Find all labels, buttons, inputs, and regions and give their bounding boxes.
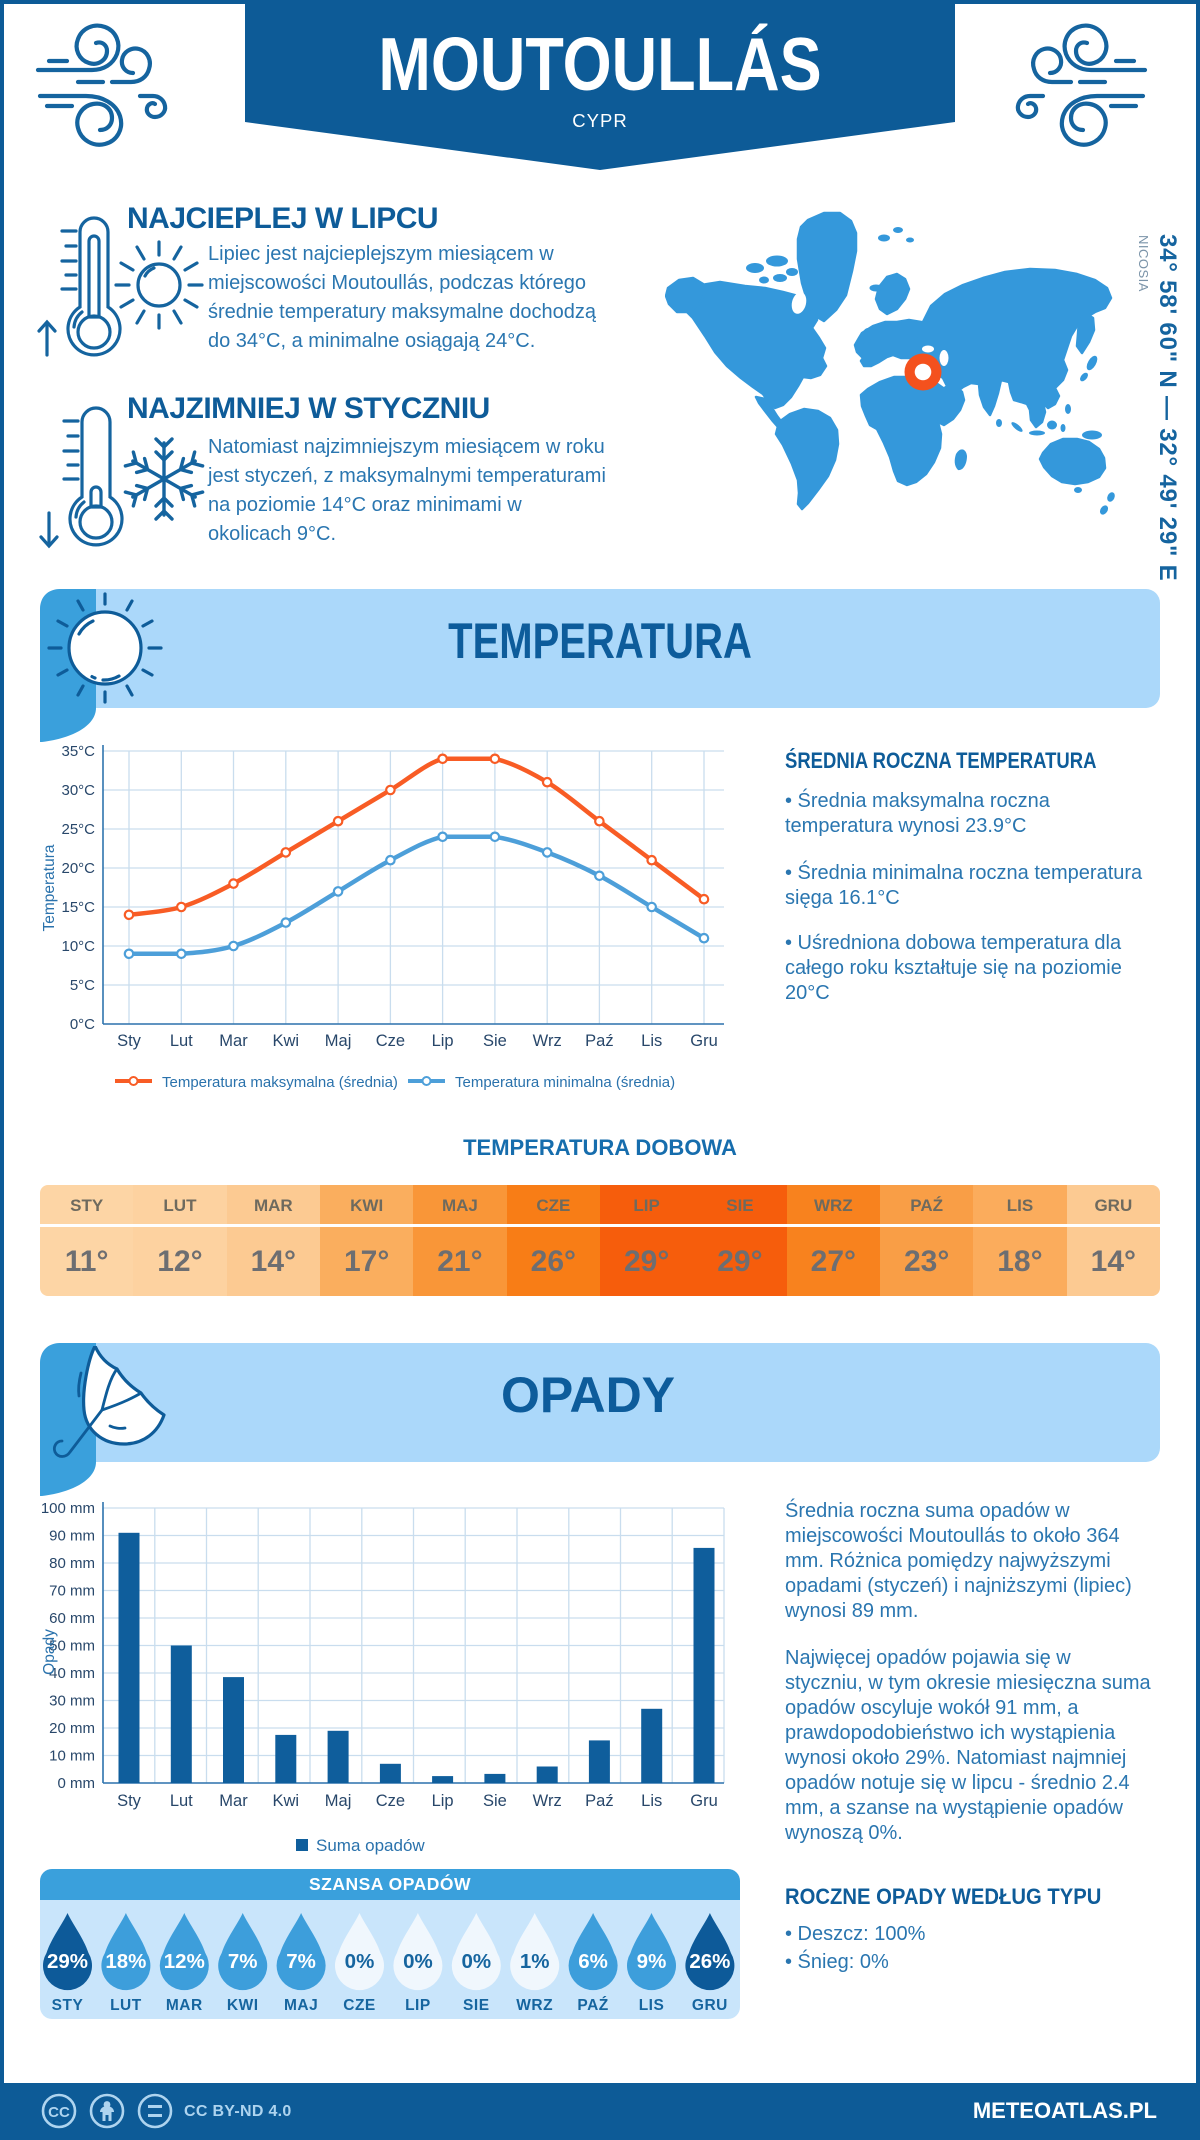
svg-text:Maj: Maj <box>325 1792 352 1810</box>
svg-text:SIE: SIE <box>463 1997 489 2014</box>
svg-text:MAR: MAR <box>166 1997 203 2014</box>
svg-text:Kwi: Kwi <box>273 1792 300 1810</box>
svg-text:Gru: Gru <box>690 1792 718 1810</box>
svg-text:80 mm: 80 mm <box>49 1555 95 1572</box>
svg-text:Wrz: Wrz <box>533 1792 562 1810</box>
svg-text:Opady: Opady <box>41 1629 58 1675</box>
svg-text:Sty: Sty <box>117 1792 142 1810</box>
svg-text:Sty: Sty <box>117 1032 142 1050</box>
svg-text:20°C: 20°C <box>61 860 95 877</box>
svg-text:Gru: Gru <box>690 1032 718 1050</box>
svg-text:7%: 7% <box>286 1950 316 1973</box>
svg-text:Temperatura: Temperatura <box>41 844 58 931</box>
svg-text:Lut: Lut <box>170 1792 193 1810</box>
svg-text:29%: 29% <box>47 1950 88 1973</box>
svg-text:Lip: Lip <box>432 1792 454 1810</box>
svg-text:Lis: Lis <box>641 1792 662 1810</box>
svg-text:0%: 0% <box>403 1950 433 1973</box>
svg-text:CC: CC <box>48 2104 70 2121</box>
svg-text:Lut: Lut <box>170 1032 193 1050</box>
svg-text:GRU: GRU <box>692 1997 728 2014</box>
svg-text:70 mm: 70 mm <box>49 1583 95 1600</box>
svg-text:Wrz: Wrz <box>533 1032 562 1050</box>
svg-text:25°C: 25°C <box>61 821 95 838</box>
svg-text:MAJ: MAJ <box>284 1997 318 2014</box>
svg-text:Cze: Cze <box>376 1792 405 1810</box>
svg-text:0 mm: 0 mm <box>58 1775 96 1792</box>
svg-text:0%: 0% <box>461 1950 491 1973</box>
svg-text:WRZ: WRZ <box>516 1997 553 2014</box>
svg-text:50 mm: 50 mm <box>49 1638 95 1655</box>
svg-text:Sie: Sie <box>483 1032 507 1050</box>
svg-text:20 mm: 20 mm <box>49 1720 95 1737</box>
svg-text:Mar: Mar <box>219 1032 248 1050</box>
svg-text:Kwi: Kwi <box>273 1032 300 1050</box>
svg-text:30 mm: 30 mm <box>49 1693 95 1710</box>
svg-text:10°C: 10°C <box>61 938 95 955</box>
svg-text:7%: 7% <box>228 1950 258 1973</box>
svg-text:5°C: 5°C <box>70 977 95 994</box>
svg-text:6%: 6% <box>578 1950 608 1973</box>
svg-text:30°C: 30°C <box>61 782 95 799</box>
svg-text:100 mm: 100 mm <box>41 1500 95 1517</box>
svg-text:26%: 26% <box>689 1950 730 1973</box>
svg-text:Paź: Paź <box>585 1792 613 1810</box>
svg-text:Cze: Cze <box>376 1032 405 1050</box>
svg-text:STY: STY <box>52 1997 84 2014</box>
svg-text:Lip: Lip <box>432 1032 454 1050</box>
svg-text:35°C: 35°C <box>61 743 95 760</box>
svg-text:9%: 9% <box>637 1950 667 1973</box>
svg-text:10 mm: 10 mm <box>49 1748 95 1765</box>
svg-text:Sie: Sie <box>483 1792 507 1810</box>
svg-text:18%: 18% <box>105 1950 146 1973</box>
svg-text:PAŹ: PAŹ <box>577 1997 608 2014</box>
svg-text:15°C: 15°C <box>61 899 95 916</box>
svg-text:KWI: KWI <box>227 1997 259 2014</box>
svg-text:Temperatura maksymalna (średni: Temperatura maksymalna (średnia) <box>162 1074 398 1091</box>
svg-text:Mar: Mar <box>219 1792 248 1810</box>
svg-text:90 mm: 90 mm <box>49 1528 95 1545</box>
svg-text:Maj: Maj <box>325 1032 352 1050</box>
svg-text:Lis: Lis <box>641 1032 662 1050</box>
svg-text:1%: 1% <box>520 1950 550 1973</box>
svg-text:LIP: LIP <box>405 1997 431 2014</box>
svg-text:0°C: 0°C <box>70 1016 95 1033</box>
svg-text:0%: 0% <box>345 1950 375 1973</box>
svg-text:60 mm: 60 mm <box>49 1610 95 1627</box>
svg-text:Paź: Paź <box>585 1032 613 1050</box>
svg-text:40 mm: 40 mm <box>49 1665 95 1682</box>
svg-text:CZE: CZE <box>343 1997 376 2014</box>
svg-text:Suma opadów: Suma opadów <box>316 1836 425 1855</box>
svg-text:12%: 12% <box>164 1950 205 1973</box>
svg-text:LUT: LUT <box>110 1997 142 2014</box>
svg-text:Temperatura minimalna (średnia: Temperatura minimalna (średnia) <box>455 1074 675 1091</box>
svg-text:LIS: LIS <box>639 1997 665 2014</box>
